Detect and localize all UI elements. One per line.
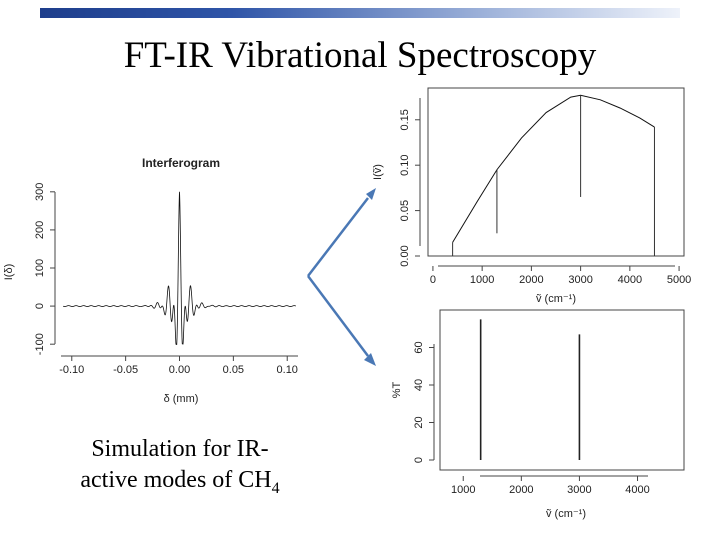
y-tick-label: 0.00 xyxy=(399,245,411,266)
spectrum-intensity-ylabel: I(ṽ) xyxy=(372,164,384,180)
interferogram-chart: Interferogram -0.10 -0.05 0.00 0.05 0.10 -10… xyxy=(3,156,298,405)
x-tick-label: 2000 xyxy=(519,274,543,286)
caption-line-1: Simulation for IR- xyxy=(91,436,269,462)
x-tick-label: 1000 xyxy=(470,274,494,286)
interferogram-xlabel: δ (mm) xyxy=(164,393,199,405)
y-tick-label: 0 xyxy=(34,303,46,309)
y-tick-label: 100 xyxy=(34,259,46,277)
y-tick-label: 300 xyxy=(34,183,46,201)
spectrum-intensity-chart: 0 1000 2000 3000 4000 5000 0.00 0.05 0.10 0.15 ṽ… xyxy=(372,87,691,305)
x-tick-label: 4000 xyxy=(625,484,649,496)
transmittance-box xyxy=(439,309,685,471)
arrow-down xyxy=(307,275,369,357)
y-tick-label: 0.15 xyxy=(399,109,411,130)
x-tick-label: 3000 xyxy=(568,274,592,286)
y-tick-label: 60 xyxy=(413,341,425,353)
x-tick-label: 0.00 xyxy=(169,364,190,376)
arrow-up-head xyxy=(366,188,376,200)
spectrum-intensity-xlabel: ṽ (cm⁻¹) xyxy=(536,293,576,305)
y-tick-label: 20 xyxy=(413,416,425,428)
x-tick-label: 2000 xyxy=(509,484,533,496)
caption-subscript: 4 xyxy=(271,479,280,497)
y-tick-label: 200 xyxy=(34,221,46,239)
x-tick-label: -0.05 xyxy=(113,364,138,376)
y-tick-label: -100 xyxy=(34,333,46,355)
interferogram-title: Interferogram xyxy=(142,156,220,170)
x-tick-label: -0.10 xyxy=(59,364,84,376)
arrows xyxy=(307,188,376,366)
transmittance-ylabel: %T xyxy=(391,381,403,398)
caption-line-2-text: active modes of CH xyxy=(80,467,272,493)
arrow-up xyxy=(307,197,369,277)
caption-line-2: active modes of CH4 xyxy=(40,465,320,504)
y-tick-label: 0 xyxy=(413,457,425,463)
caption: Simulation for IR- active modes of CH4 xyxy=(40,434,320,504)
x-tick-label: 0.10 xyxy=(277,364,298,376)
header-accent-bar xyxy=(40,8,680,18)
transmittance-chart: 1000 2000 3000 4000 0 20 40 60 ṽ (cm⁻¹) %T xyxy=(391,309,685,520)
y-tick-label: 40 xyxy=(413,379,425,391)
transmittance-xlabel: ṽ (cm⁻¹) xyxy=(546,508,586,520)
x-tick-label: 5000 xyxy=(667,274,691,286)
y-tick-label: 0.10 xyxy=(399,154,411,175)
interferogram-curve xyxy=(63,191,296,346)
y-tick-label: 0.05 xyxy=(399,200,411,221)
spectrum-intensity-curve xyxy=(452,94,655,243)
x-tick-label: 0.05 xyxy=(223,364,244,376)
slide-title: FT-IR Vibrational Spectroscopy xyxy=(123,35,597,76)
x-tick-label: 4000 xyxy=(618,274,642,286)
interferogram-ylabel: I(δ) xyxy=(3,264,15,281)
arrow-down-head xyxy=(364,353,376,366)
spectrum-intensity-box xyxy=(427,87,685,257)
x-tick-label: 1000 xyxy=(451,484,475,496)
x-tick-label: 0 xyxy=(430,274,436,286)
x-tick-label: 3000 xyxy=(567,484,591,496)
